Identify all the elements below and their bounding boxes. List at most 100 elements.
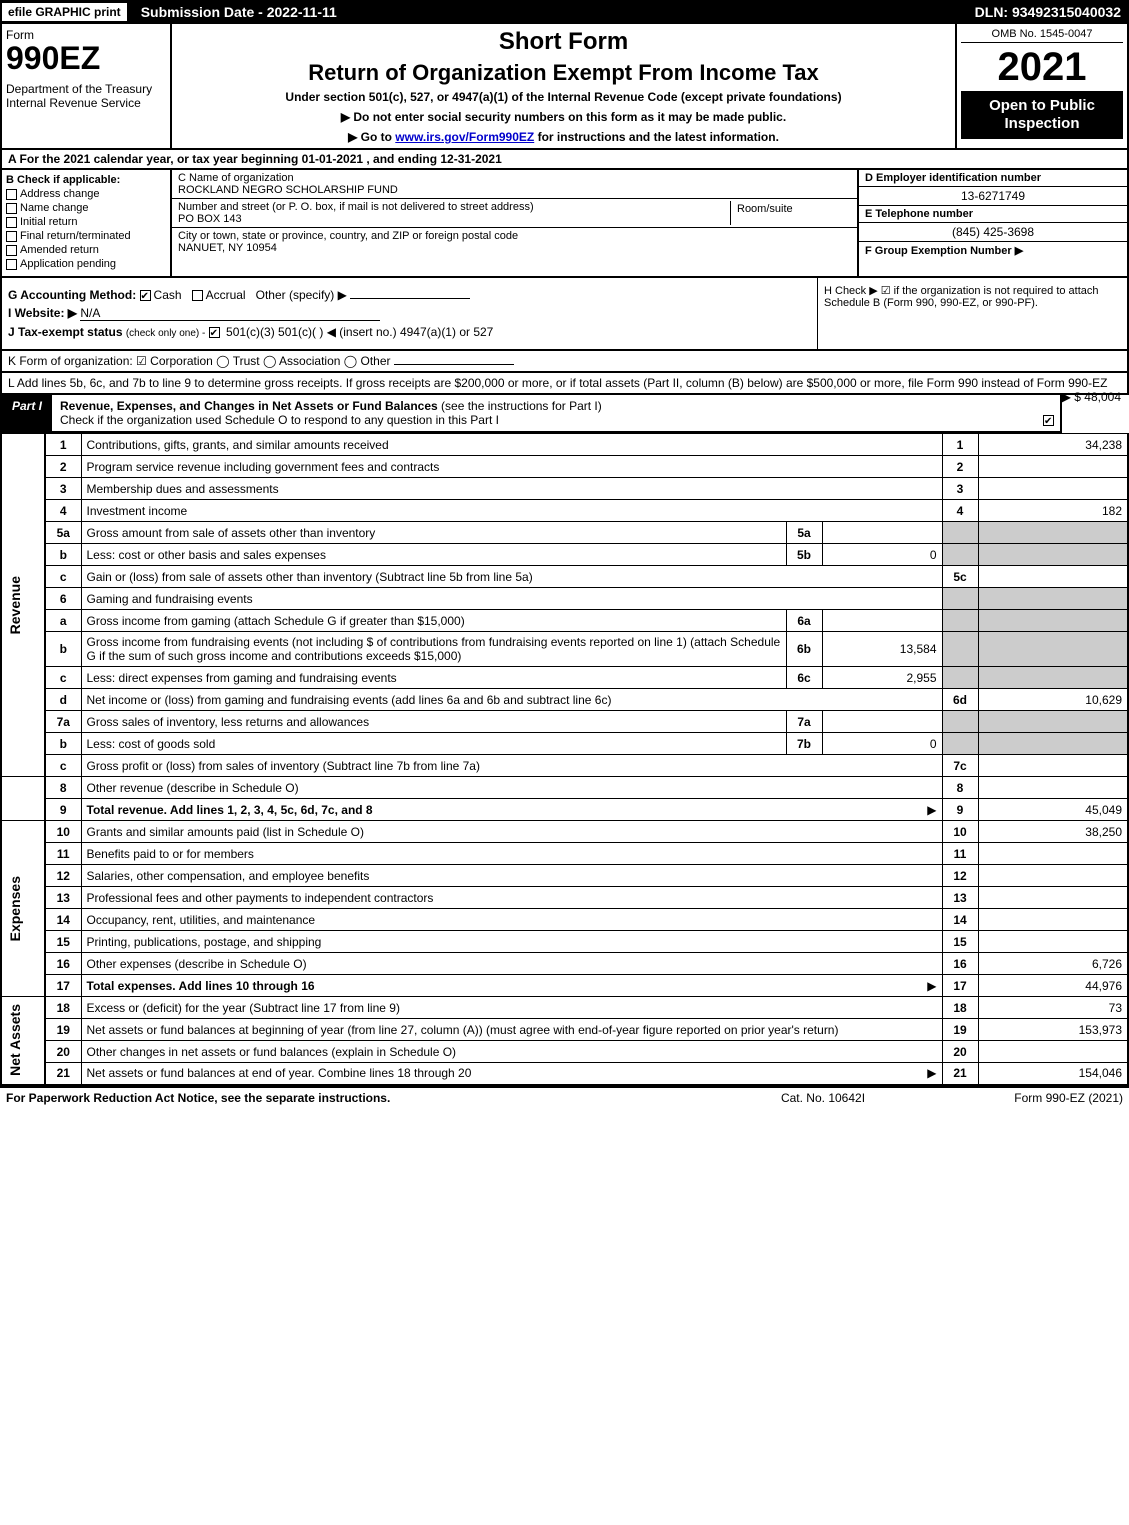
ein-label: D Employer identification number	[865, 172, 1041, 184]
row-num: 13	[45, 887, 81, 909]
row-ref: 1	[942, 434, 978, 456]
instr-goto: ▶ Go to www.irs.gov/Form990EZ for instru…	[178, 130, 949, 144]
row-ref: 14	[942, 909, 978, 931]
row-label: Gross income from fundraising events (no…	[87, 635, 781, 663]
section-b-label: B Check if applicable:	[6, 174, 120, 186]
row-label: Net assets or fund balances at end of ye…	[87, 1066, 472, 1080]
row-label: Gross sales of inventory, less returns a…	[87, 715, 370, 729]
arrow-icon: ▶	[927, 979, 936, 993]
part1-sub: (see the instructions for Part I)	[441, 399, 602, 413]
line-k: K Form of organization: ☑ Corporation ◯ …	[0, 351, 1129, 373]
part1-tab: Part I	[2, 395, 52, 431]
top-bar: efile GRAPHIC print Submission Date - 20…	[0, 0, 1129, 24]
row-subref: 7b	[786, 733, 822, 755]
row-label: Salaries, other compensation, and employ…	[87, 869, 370, 883]
org-address: PO BOX 143	[178, 213, 242, 225]
row-num: 15	[45, 931, 81, 953]
row-subref: 5b	[786, 544, 822, 566]
form-number: 990EZ	[6, 42, 166, 74]
row-label: Gain or (loss) from sale of assets other…	[87, 570, 533, 584]
footer-left: For Paperwork Reduction Act Notice, see …	[6, 1091, 723, 1105]
row-num: 11	[45, 843, 81, 865]
gh-left: G Accounting Method: Cash Accrual Other …	[2, 278, 817, 349]
side-netassets: Net Assets	[7, 1004, 23, 1076]
j-label: J Tax-exempt status	[8, 325, 123, 339]
part1-schedule-o-check[interactable]	[1040, 395, 1060, 431]
org-city: NANUET, NY 10954	[178, 242, 277, 254]
row-num: a	[45, 610, 81, 632]
k-text: K Form of organization: ☑ Corporation ◯ …	[8, 354, 391, 368]
row-subref: 7a	[786, 711, 822, 733]
check-final-return[interactable]: Final return/terminated	[6, 230, 166, 242]
irs-link[interactable]: www.irs.gov/Form990EZ	[395, 130, 534, 144]
row-ref: 7c	[942, 755, 978, 777]
row-label: Grants and similar amounts paid (list in…	[87, 825, 364, 839]
side-expenses: Expenses	[7, 876, 23, 941]
check-cash[interactable]	[140, 290, 151, 301]
row-num: b	[45, 733, 81, 755]
row-num: 20	[45, 1041, 81, 1063]
check-name-change[interactable]: Name change	[6, 202, 166, 214]
row-label: Less: cost or other basis and sales expe…	[87, 548, 326, 562]
k-other-field[interactable]	[394, 364, 514, 365]
row-label: Contributions, gifts, grants, and simila…	[87, 438, 389, 452]
row-num: 1	[45, 434, 81, 456]
row-label: Less: direct expenses from gaming and fu…	[87, 671, 397, 685]
check-initial-return[interactable]: Initial return	[6, 216, 166, 228]
check-address-change[interactable]: Address change	[6, 188, 166, 200]
row-label: Gross profit or (loss) from sales of inv…	[87, 759, 480, 773]
section-h: H Check ▶ ☑ if the organization is not r…	[817, 278, 1127, 349]
row-num: 16	[45, 953, 81, 975]
row-num: b	[45, 632, 81, 667]
row-val	[978, 909, 1128, 931]
row-ref: 15	[942, 931, 978, 953]
row-num: b	[45, 544, 81, 566]
row-ref: 13	[942, 887, 978, 909]
row-ref: 19	[942, 1019, 978, 1041]
check-amended[interactable]: Amended return	[6, 244, 166, 256]
row-num: 4	[45, 500, 81, 522]
info-block: B Check if applicable: Address change Na…	[0, 170, 1129, 278]
row-subref: 6c	[786, 667, 822, 689]
instr-ssn: ▶ Do not enter social security numbers o…	[178, 110, 949, 124]
row-label: Program service revenue including govern…	[87, 460, 440, 474]
row-label: Net income or (loss) from gaming and fun…	[87, 693, 612, 707]
check-501c3[interactable]	[209, 327, 220, 338]
row-label: Total revenue. Add lines 1, 2, 3, 4, 5c,…	[87, 803, 373, 817]
row-label: Professional fees and other payments to …	[87, 891, 434, 905]
row-label: Membership dues and assessments	[87, 482, 279, 496]
header-center: Short Form Return of Organization Exempt…	[172, 24, 957, 148]
check-accrual[interactable]	[192, 290, 203, 301]
row-ref: 4	[942, 500, 978, 522]
row-num: 8	[45, 777, 81, 799]
row-num: 17	[45, 975, 81, 997]
row-val	[978, 865, 1128, 887]
row-label: Printing, publications, postage, and shi…	[87, 935, 322, 949]
room-suite-label: Room/suite	[731, 201, 851, 225]
row-subval: 2,955	[822, 667, 942, 689]
row-num: 7a	[45, 711, 81, 733]
group-exemption-label: F Group Exemption Number ▶	[865, 245, 1023, 257]
row-subval	[822, 610, 942, 632]
gh-block: G Accounting Method: Cash Accrual Other …	[0, 278, 1129, 351]
row-label: Gross income from gaming (attach Schedul…	[87, 614, 465, 628]
j-options: 501(c)(3) 501(c)( ) ◀ (insert no.) 4947(…	[226, 325, 493, 339]
check-application-pending[interactable]: Application pending	[6, 258, 166, 270]
part1-title: Revenue, Expenses, and Changes in Net As…	[60, 399, 438, 413]
row-label: Excess or (deficit) for the year (Subtra…	[87, 1001, 400, 1015]
row-ref: 16	[942, 953, 978, 975]
row-label: Other changes in net assets or fund bala…	[87, 1045, 457, 1059]
row-label: Gaming and fundraising events	[87, 592, 253, 606]
other-specify-field[interactable]	[350, 298, 470, 299]
row-ref: 3	[942, 478, 978, 500]
row-ref: 20	[942, 1041, 978, 1063]
row-ref: 8	[942, 777, 978, 799]
footer: For Paperwork Reduction Act Notice, see …	[0, 1086, 1129, 1108]
l-text: L Add lines 5b, 6c, and 7b to line 9 to …	[8, 376, 1107, 390]
phone-value: (845) 425-3698	[859, 223, 1127, 242]
row-ref: 17	[942, 975, 978, 997]
row-val	[978, 755, 1128, 777]
i-label: I Website: ▶	[8, 306, 77, 320]
arrow-icon: ▶	[927, 1066, 936, 1080]
row-num: c	[45, 667, 81, 689]
